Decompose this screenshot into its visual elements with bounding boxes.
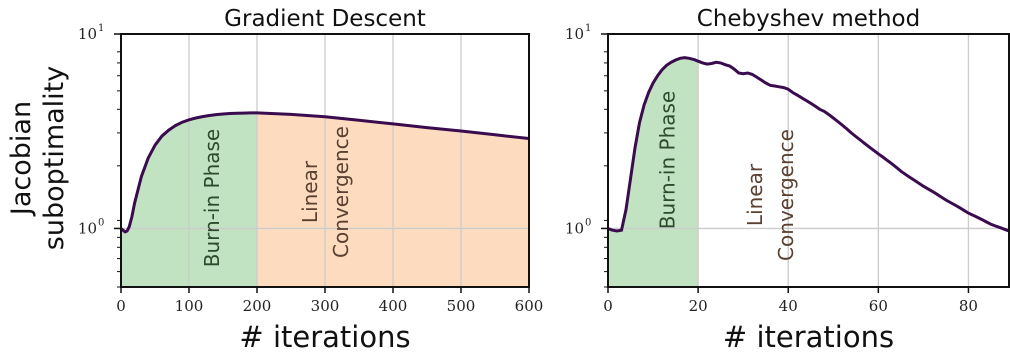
x-tick-label: 0 <box>116 297 126 315</box>
x-tick-label: 200 <box>243 297 272 315</box>
y-tick-label: 10 <box>78 219 97 237</box>
x-tick-label: 0 <box>603 297 613 315</box>
chart-title: Gradient Descent <box>224 6 426 32</box>
linear-convergence-label-line1: Linear <box>743 163 767 226</box>
x-tick-label: 300 <box>311 297 340 315</box>
chart-title: Chebyshev method <box>697 6 920 32</box>
linear-convergence-label-line2: Convergence <box>774 129 798 261</box>
y-tick-exponent: 0 <box>98 217 104 228</box>
chebyshev-panel: Burn-in Phase Linear Convergence 0 20 40 60 80 1… <box>565 6 1010 354</box>
y-tick-label: 10 <box>78 25 97 43</box>
x-tick-label: 400 <box>379 297 408 315</box>
burn-in-phase-label: Burn-in Phase <box>656 91 680 229</box>
region-fill-green <box>608 57 699 287</box>
x-axis-label: # iterations <box>723 320 894 354</box>
linear-convergence-label-line1: Linear <box>298 160 322 223</box>
region-fills <box>608 57 699 287</box>
x-tick-label: 100 <box>175 297 204 315</box>
series-line <box>608 56 1009 233</box>
plot-frame <box>607 33 1010 288</box>
y-axis-label-line1: Jacobian <box>6 101 37 217</box>
y-tick-label: 10 <box>565 219 584 237</box>
y-tick-exponent: 0 <box>585 217 591 228</box>
x-tick-label: 20 <box>689 297 708 315</box>
x-tick-label: 80 <box>959 297 978 315</box>
linear-convergence-label-line2: Convergence <box>329 126 353 258</box>
x-axis-label: # iterations <box>239 320 410 354</box>
burn-in-phase-label: Burn-in Phase <box>200 129 224 267</box>
x-tick-label: 500 <box>447 297 476 315</box>
y-tick-exponent: 1 <box>98 23 104 34</box>
x-tick-label: 60 <box>869 297 888 315</box>
series-line <box>121 111 529 234</box>
x-tick-label: 600 <box>515 297 544 315</box>
x-tick-label: 40 <box>779 297 798 315</box>
y-axis-label-line2: suboptimality <box>39 66 70 250</box>
y-tick-exponent: 1 <box>585 23 591 34</box>
y-tick-label: 10 <box>565 25 584 43</box>
